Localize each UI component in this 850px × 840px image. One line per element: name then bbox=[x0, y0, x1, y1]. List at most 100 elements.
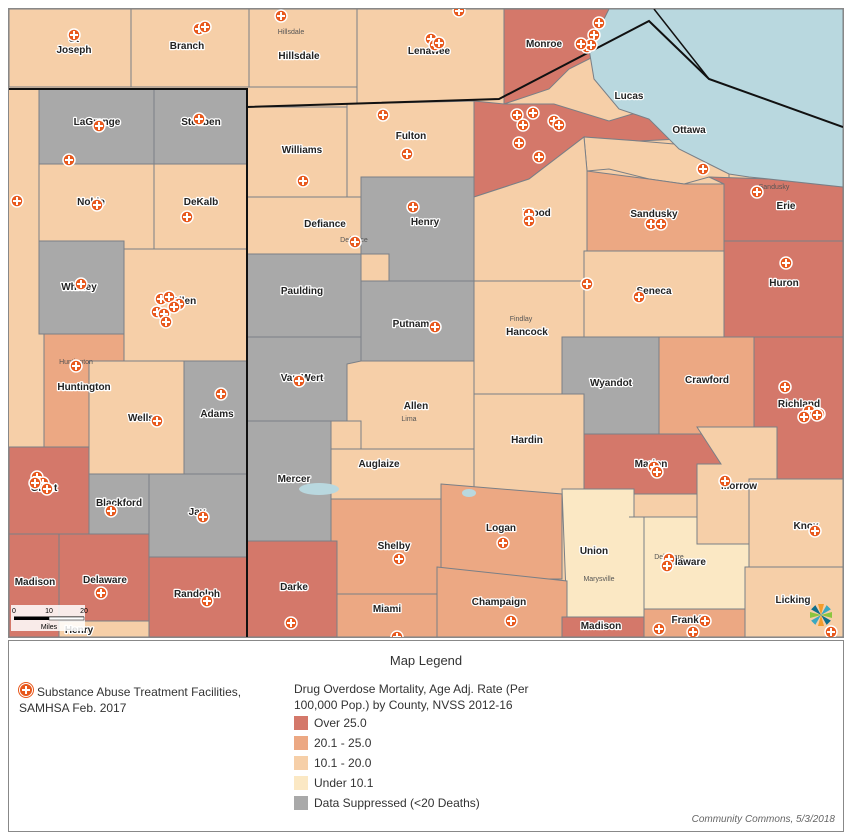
facility-marker-icon[interactable] bbox=[284, 616, 298, 630]
facility-marker-icon[interactable] bbox=[516, 118, 530, 132]
facility-marker-icon[interactable] bbox=[10, 194, 24, 208]
facility-marker-icon[interactable] bbox=[632, 290, 646, 304]
county-madison-ohio[interactable] bbox=[561, 616, 645, 637]
facility-marker-icon[interactable] bbox=[652, 622, 666, 636]
facility-marker-icon[interactable] bbox=[810, 408, 824, 422]
facility-marker-icon[interactable] bbox=[504, 614, 518, 628]
facility-marker-icon[interactable] bbox=[67, 28, 81, 42]
facility-marker-icon[interactable] bbox=[214, 387, 228, 401]
facility-marker-icon[interactable] bbox=[496, 536, 510, 550]
county-label-monroe: Monroe bbox=[526, 39, 563, 50]
legend-class-20-25: 20.1 - 25.0 bbox=[294, 733, 564, 753]
facility-legend-label: Substance Abuse Treatment Facilities, SA… bbox=[19, 685, 242, 715]
county-label-wyandot: Wyandot bbox=[590, 378, 633, 389]
facility-marker-icon[interactable] bbox=[150, 414, 164, 428]
facility-marker-icon[interactable] bbox=[580, 277, 594, 291]
county-allen[interactable] bbox=[123, 248, 248, 368]
facility-marker-icon[interactable] bbox=[406, 200, 420, 214]
facility-marker-icon[interactable] bbox=[686, 625, 700, 637]
county-licking[interactable] bbox=[744, 566, 843, 637]
county-label-paulding: Paulding bbox=[281, 286, 323, 297]
county-randolph[interactable] bbox=[148, 556, 248, 637]
facility-marker-icon[interactable] bbox=[574, 37, 588, 51]
county-knox[interactable] bbox=[748, 478, 843, 568]
facility-marker-icon[interactable] bbox=[390, 630, 404, 637]
scale-unit-label: Miles bbox=[41, 624, 58, 631]
facility-marker-icon[interactable] bbox=[28, 476, 42, 490]
facility-marker-icon[interactable] bbox=[650, 465, 664, 479]
county-label-williams: Williams bbox=[282, 145, 323, 156]
swatch-20-25 bbox=[294, 736, 308, 750]
facility-marker-icon[interactable] bbox=[552, 118, 566, 132]
county-henry[interactable] bbox=[360, 176, 475, 282]
facility-marker-icon[interactable] bbox=[376, 108, 390, 122]
facility-marker-icon[interactable] bbox=[92, 119, 106, 133]
map-view[interactable]: StJosephBranchHillsdaleLenaweeMonroeLaGr… bbox=[8, 8, 844, 638]
facility-marker-icon[interactable] bbox=[74, 277, 88, 291]
facility-marker-icon[interactable] bbox=[779, 256, 793, 270]
facility-marker-icon[interactable] bbox=[696, 162, 710, 176]
facility-marker-icon[interactable] bbox=[274, 9, 288, 23]
county-huron[interactable] bbox=[723, 240, 843, 340]
facility-marker-icon[interactable] bbox=[62, 153, 76, 167]
facility-marker-icon[interactable] bbox=[592, 16, 606, 30]
facility-marker-icon[interactable] bbox=[718, 474, 732, 488]
facility-marker-icon[interactable] bbox=[192, 112, 206, 126]
facility-marker-icon[interactable] bbox=[94, 586, 108, 600]
facility-marker-icon[interactable] bbox=[180, 210, 194, 224]
facility-marker-icon[interactable] bbox=[510, 108, 524, 122]
legend-class-label: 10.1 - 20.0 bbox=[314, 756, 372, 770]
rate-legend-title: Drug Overdose Mortality, Age Adj. Rate (… bbox=[294, 682, 529, 712]
facility-marker-icon[interactable] bbox=[778, 380, 792, 394]
facility-marker-icon[interactable] bbox=[200, 594, 214, 608]
facility-marker-icon[interactable] bbox=[644, 217, 658, 231]
county-champaign[interactable] bbox=[436, 566, 568, 637]
facility-marker-icon[interactable] bbox=[196, 510, 210, 524]
facility-marker-icon[interactable] bbox=[660, 559, 674, 573]
county-label-defiance: Defiance bbox=[304, 219, 346, 230]
facility-marker-icon[interactable] bbox=[296, 174, 310, 188]
county-allen-ohio[interactable] bbox=[346, 360, 475, 450]
county-franklin[interactable] bbox=[643, 608, 750, 637]
county-miami[interactable] bbox=[336, 593, 438, 637]
attribution: Community Commons, 5/3/2018 bbox=[691, 814, 835, 825]
facility-marker-icon[interactable] bbox=[198, 20, 212, 34]
facility-marker-icon[interactable] bbox=[292, 374, 306, 388]
facility-marker-icon[interactable] bbox=[654, 217, 668, 231]
facility-marker-icon[interactable] bbox=[532, 150, 546, 164]
scale-tick-label: 10 bbox=[45, 608, 53, 615]
county-label-madison-ohio: Madison bbox=[581, 621, 622, 632]
facility-marker-icon[interactable] bbox=[90, 198, 104, 212]
facility-marker-icon[interactable] bbox=[69, 359, 83, 373]
facility-marker-icon[interactable] bbox=[824, 625, 838, 637]
lake-erie bbox=[588, 9, 843, 188]
facility-marker-icon[interactable] bbox=[392, 552, 406, 566]
swatch-under10 bbox=[294, 776, 308, 790]
facility-marker-icon[interactable] bbox=[512, 136, 526, 150]
county-label-ottawa: Ottawa bbox=[672, 125, 706, 136]
facility-marker-icon[interactable] bbox=[432, 36, 446, 50]
facility-marker-icon[interactable] bbox=[522, 214, 536, 228]
facility-marker-icon[interactable] bbox=[40, 482, 54, 496]
swatch-10-20 bbox=[294, 756, 308, 770]
facility-marker-icon[interactable] bbox=[750, 185, 764, 199]
facility-marker-icon[interactable] bbox=[167, 300, 181, 314]
facility-marker-icon[interactable] bbox=[808, 524, 822, 538]
facility-marker-icon[interactable] bbox=[526, 106, 540, 120]
facility-marker-icon[interactable] bbox=[104, 504, 118, 518]
county-label-miami: Miami bbox=[373, 604, 402, 615]
facility-marker-icon[interactable] bbox=[348, 235, 362, 249]
county-label-delaware: Delaware bbox=[83, 575, 127, 586]
legend-class-under10: Under 10.1 bbox=[294, 773, 564, 793]
facility-marker-icon[interactable] bbox=[698, 614, 712, 628]
facility-marker-icon[interactable] bbox=[797, 410, 811, 424]
county-label-blackford: Blackford bbox=[96, 498, 142, 509]
facility-marker-icon[interactable] bbox=[159, 315, 173, 329]
facility-marker-icon[interactable] bbox=[452, 9, 466, 18]
county-hillsdale[interactable] bbox=[248, 9, 358, 88]
swatch-over25 bbox=[294, 716, 308, 730]
facility-marker-icon[interactable] bbox=[428, 320, 442, 334]
facility-marker-icon[interactable] bbox=[400, 147, 414, 161]
county-label-huntington: Huntington bbox=[57, 382, 110, 393]
county-label-dekalb: DeKalb bbox=[184, 197, 218, 208]
